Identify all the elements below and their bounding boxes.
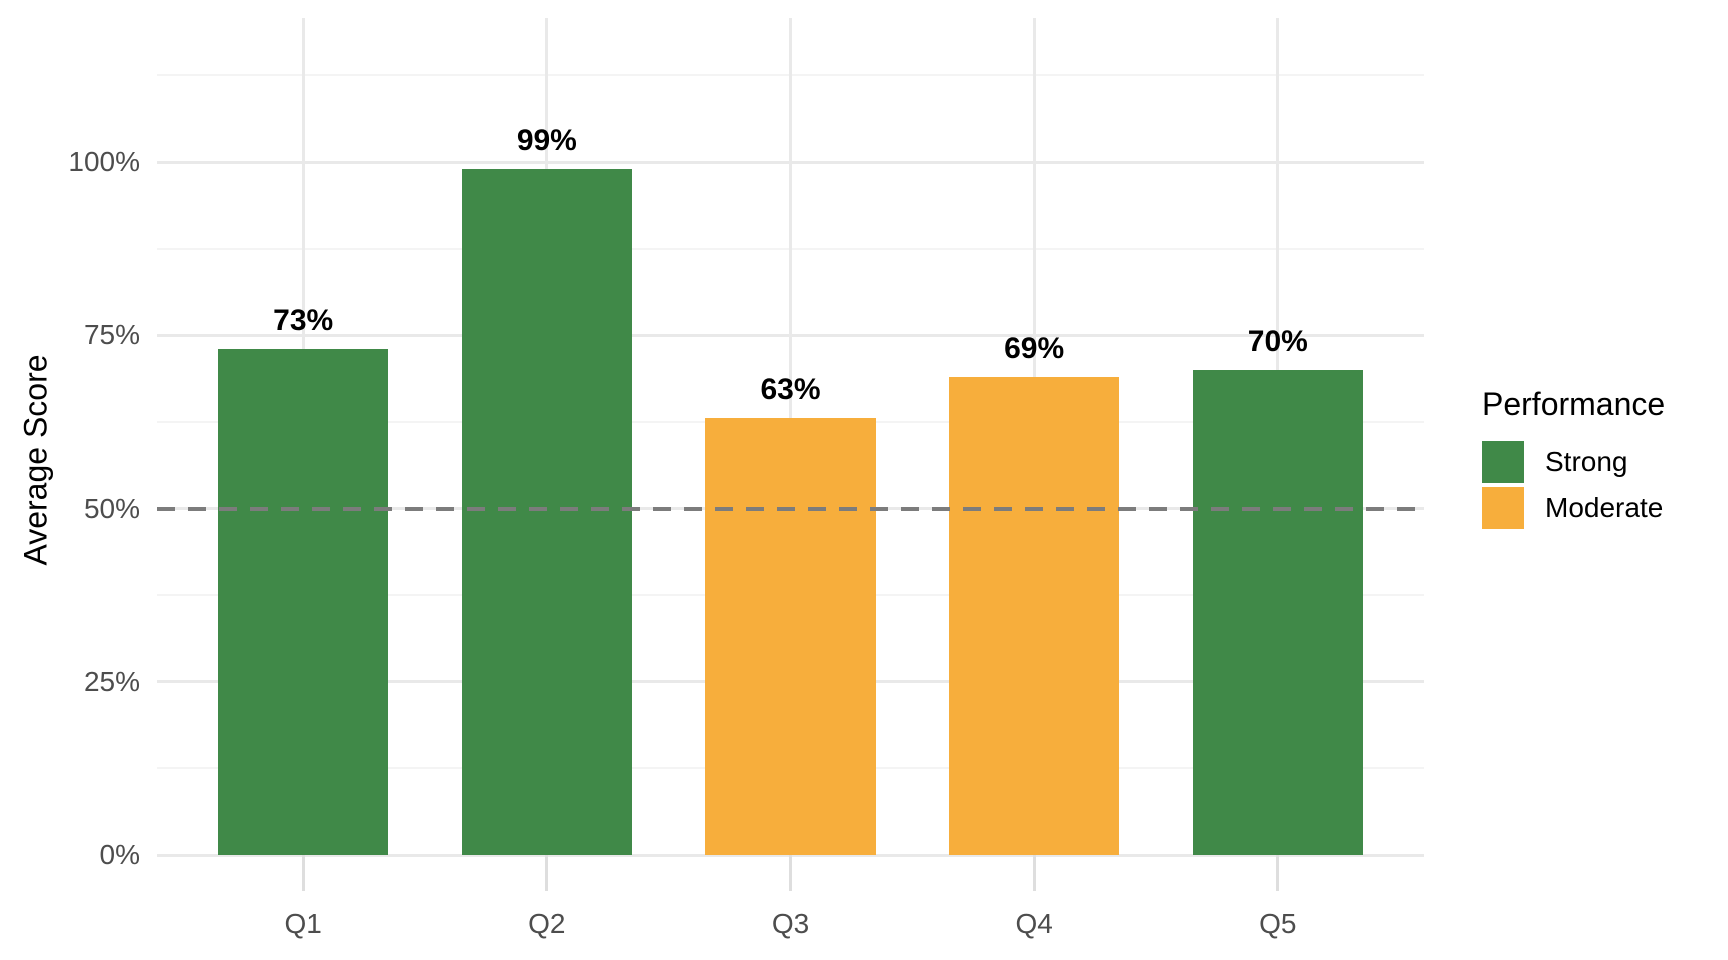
y-axis-tick-label-100: 100% (68, 146, 140, 177)
legend-key-strong (1482, 441, 1524, 483)
bar-q3 (705, 418, 876, 855)
bar-q1 (217, 349, 389, 855)
bar-label-q4: 69% (1004, 331, 1065, 365)
reference-line-50pct (157, 506, 1424, 511)
x-axis-label-q4: Q4 (1015, 908, 1053, 939)
y-axis-tick-label-25: 25% (83, 665, 140, 697)
x-axis-label-q1: Q1 (284, 908, 322, 939)
legend-label-strong: Strong (1545, 446, 1628, 477)
bar-q2 (461, 168, 633, 855)
x-axis-tick-q1 (301, 855, 305, 891)
y-axis-tick-label-0: 0% (99, 839, 140, 870)
bar-label-q3: 63% (760, 373, 821, 407)
x-axis-tick-q3 (789, 855, 792, 891)
y-axis-tick-label-50: 50% (83, 492, 140, 524)
x-axis-label-q5: Q5 (1259, 908, 1297, 939)
bar-label-q1: 73% (273, 304, 334, 338)
plot-panel (157, 18, 1424, 857)
bar-q5 (1192, 369, 1364, 855)
legend-items: Strong Moderate (1482, 439, 1665, 531)
x-axis-label-q2: Q2 (528, 908, 566, 939)
bar-label-q2: 99% (516, 123, 577, 157)
bar-q4 (948, 376, 1120, 855)
x-axis-tick-q4 (1032, 855, 1036, 891)
legend-item-moderate: Moderate (1482, 485, 1665, 531)
x-axis-tick-q2 (545, 855, 549, 891)
x-axis-label-q3: Q3 (771, 908, 810, 939)
legend-item-strong: Strong (1482, 439, 1665, 485)
legend-title: Performance (1482, 386, 1666, 422)
y-axis-title: Average Score (17, 354, 54, 566)
legend-label-moderate: Moderate (1545, 492, 1664, 523)
bar-label-q5: 70% (1247, 324, 1308, 358)
x-axis-tick-q5 (1276, 855, 1280, 891)
legend: Performance Strong Moderate (1482, 385, 1665, 531)
legend-key-moderate (1482, 487, 1524, 529)
y-axis-tick-label-75: 75% (83, 319, 140, 351)
